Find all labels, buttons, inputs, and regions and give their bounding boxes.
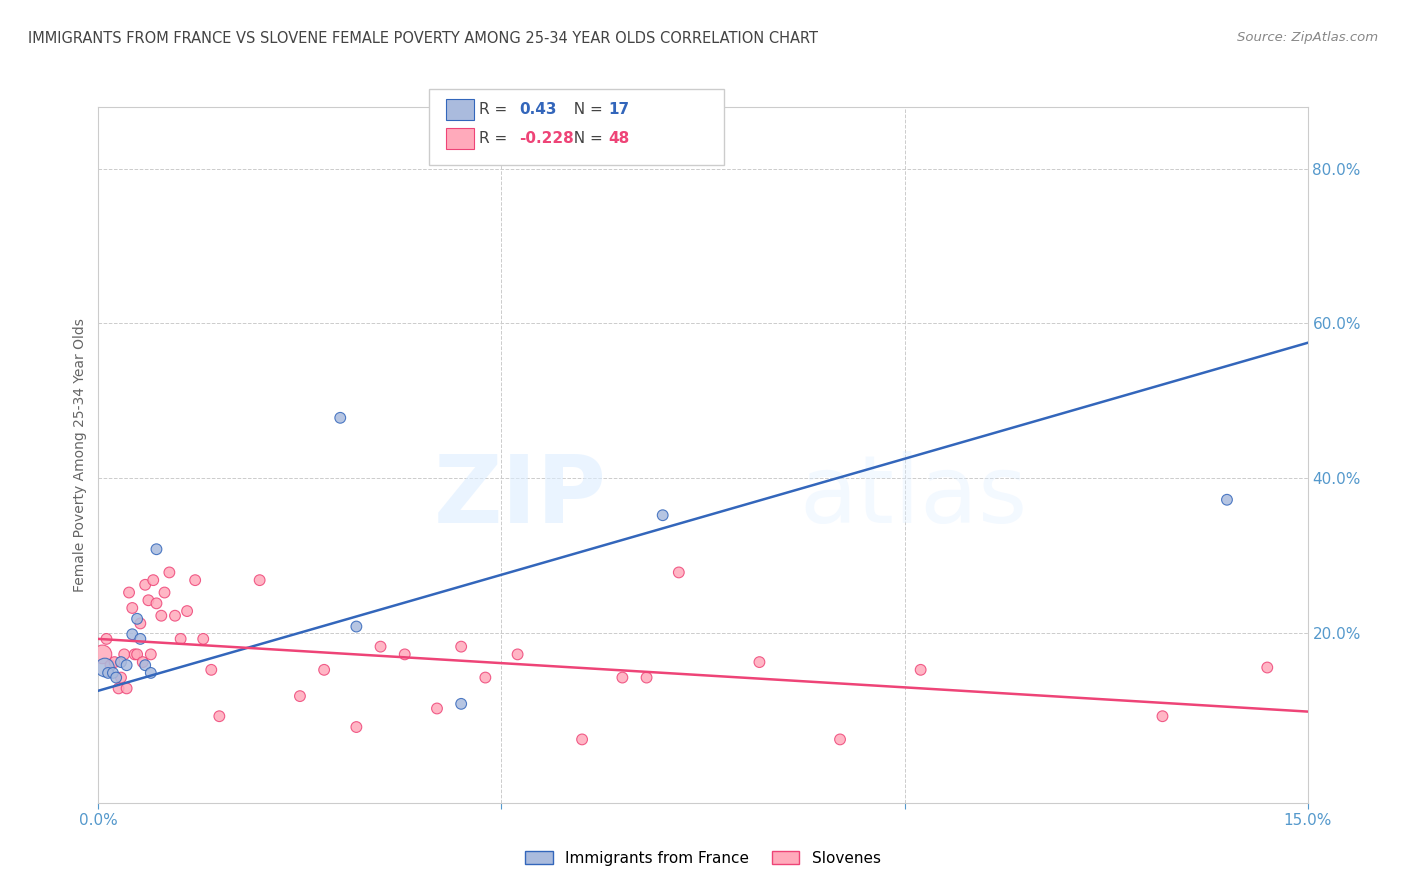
Point: [139, 648, 162, 662]
Point: [1216, 492, 1239, 507]
Point: [314, 663, 336, 677]
Point: [96, 632, 118, 646]
Point: [370, 640, 392, 654]
Legend: Immigrants from France, Slovenes: Immigrants from France, Slovenes: [519, 845, 887, 871]
Y-axis label: Female Poverty Among 25-34 Year Olds: Female Poverty Among 25-34 Year Olds: [73, 318, 87, 592]
Point: [94, 660, 117, 674]
Point: [651, 508, 673, 523]
Point: [344, 720, 367, 734]
Text: N =: N =: [564, 103, 607, 117]
Point: [110, 655, 132, 669]
Point: [132, 655, 155, 669]
Point: [134, 658, 156, 673]
Point: [474, 671, 496, 685]
Point: [208, 709, 231, 723]
Point: [139, 665, 162, 680]
Text: R =: R =: [479, 103, 513, 117]
Text: atlas: atlas: [800, 450, 1028, 542]
Point: [184, 573, 207, 587]
Point: [121, 601, 143, 615]
Point: [129, 616, 152, 631]
Point: [193, 632, 215, 646]
Point: [115, 681, 138, 696]
Point: [748, 655, 770, 669]
Point: [200, 663, 222, 677]
Point: [450, 640, 472, 654]
Point: [101, 665, 124, 680]
Point: [110, 671, 132, 685]
Text: 17: 17: [609, 103, 630, 117]
Text: Source: ZipAtlas.com: Source: ZipAtlas.com: [1237, 31, 1378, 45]
Text: ZIP: ZIP: [433, 450, 606, 542]
Point: [100, 658, 122, 673]
Point: [145, 596, 167, 610]
Point: [668, 566, 690, 580]
Point: [124, 648, 146, 662]
Point: [150, 608, 173, 623]
Point: [97, 665, 120, 680]
Point: [142, 573, 165, 587]
Point: [169, 632, 191, 646]
Point: [118, 585, 141, 599]
Point: [828, 732, 851, 747]
Point: [103, 655, 125, 669]
Point: [107, 681, 129, 696]
Point: [138, 593, 160, 607]
Point: [127, 612, 149, 626]
Text: IMMIGRANTS FROM FRANCE VS SLOVENE FEMALE POVERTY AMONG 25-34 YEAR OLDS CORRELATI: IMMIGRANTS FROM FRANCE VS SLOVENE FEMALE…: [28, 31, 818, 46]
Point: [1256, 660, 1278, 674]
Point: [249, 573, 271, 587]
Point: [157, 566, 180, 580]
Point: [134, 578, 156, 592]
Point: [145, 542, 167, 557]
Point: [176, 604, 198, 618]
Point: [91, 648, 114, 662]
Point: [153, 585, 176, 599]
Point: [129, 632, 152, 646]
Point: [329, 410, 352, 425]
Text: R =: R =: [479, 131, 513, 145]
Point: [450, 697, 472, 711]
Point: [394, 648, 416, 662]
Point: [112, 648, 135, 662]
Text: N =: N =: [564, 131, 607, 145]
Text: 48: 48: [609, 131, 630, 145]
Point: [571, 732, 593, 747]
Point: [121, 627, 143, 641]
Point: [1152, 709, 1174, 723]
Point: [636, 671, 658, 685]
Text: -0.228: -0.228: [519, 131, 574, 145]
Point: [506, 648, 529, 662]
Point: [426, 701, 449, 715]
Point: [115, 658, 138, 673]
Point: [127, 648, 149, 662]
Point: [344, 619, 367, 633]
Point: [163, 608, 186, 623]
Text: 0.43: 0.43: [519, 103, 557, 117]
Point: [612, 671, 634, 685]
Point: [105, 671, 128, 685]
Point: [288, 689, 311, 703]
Point: [910, 663, 932, 677]
